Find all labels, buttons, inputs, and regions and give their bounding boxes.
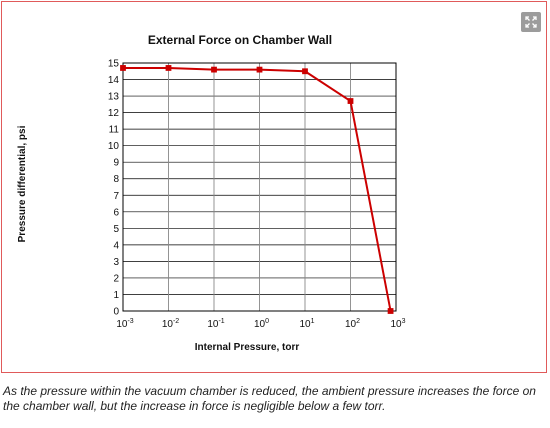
data-point [211, 66, 217, 73]
y-tick-label: 8 [113, 174, 119, 185]
y-axis-label: Pressure differential, psi [17, 125, 28, 242]
data-point [165, 65, 172, 71]
y-tick-label: 11 [109, 125, 120, 136]
x-axis-ticks: 10-3 10-2 10-1 100 101 102 103 [116, 318, 405, 330]
y-tick-label: 4 [113, 240, 119, 251]
x-tick-label: 100 [254, 318, 269, 330]
y-tick-label: 13 [108, 92, 120, 103]
x-tick-label: 10-1 [207, 318, 224, 330]
x-tick-label: 10-3 [116, 318, 133, 330]
x-tick-label: 101 [299, 318, 314, 330]
x-tick-label: 10-2 [162, 318, 179, 330]
expand-icon [525, 16, 537, 28]
x-tick-label: 103 [390, 318, 405, 330]
figure-caption: As the pressure within the vacuum chambe… [3, 384, 536, 413]
series [120, 65, 394, 314]
data-point [387, 308, 394, 314]
y-tick-label: 9 [113, 158, 119, 169]
y-tick-label: 3 [113, 257, 119, 268]
y-tick-label: 1 [113, 290, 119, 301]
y-tick-label: 15 [108, 59, 120, 70]
x-tick-label: 102 [345, 318, 360, 330]
y-tick-label: 2 [113, 273, 119, 284]
y-tick-label: 7 [113, 191, 119, 202]
data-point [347, 98, 354, 104]
expand-button[interactable] [521, 12, 541, 32]
chart-title: External Force on Chamber Wall [148, 33, 332, 47]
plot-frame [122, 62, 397, 312]
grid [123, 63, 396, 311]
data-point [302, 68, 308, 75]
x-axis-label: Internal Pressure, torr [195, 342, 300, 353]
y-tick-label: 5 [113, 224, 119, 235]
chart: External Force on Chamber Wall 012345678… [17, 33, 406, 353]
y-tick-label: 0 [113, 307, 119, 318]
data-point [120, 65, 126, 71]
y-tick-label: 10 [108, 141, 120, 152]
y-tick-label: 6 [113, 207, 119, 218]
data-point [256, 66, 263, 73]
y-tick-label: 12 [108, 108, 120, 119]
y-tick-label: 14 [108, 75, 120, 86]
